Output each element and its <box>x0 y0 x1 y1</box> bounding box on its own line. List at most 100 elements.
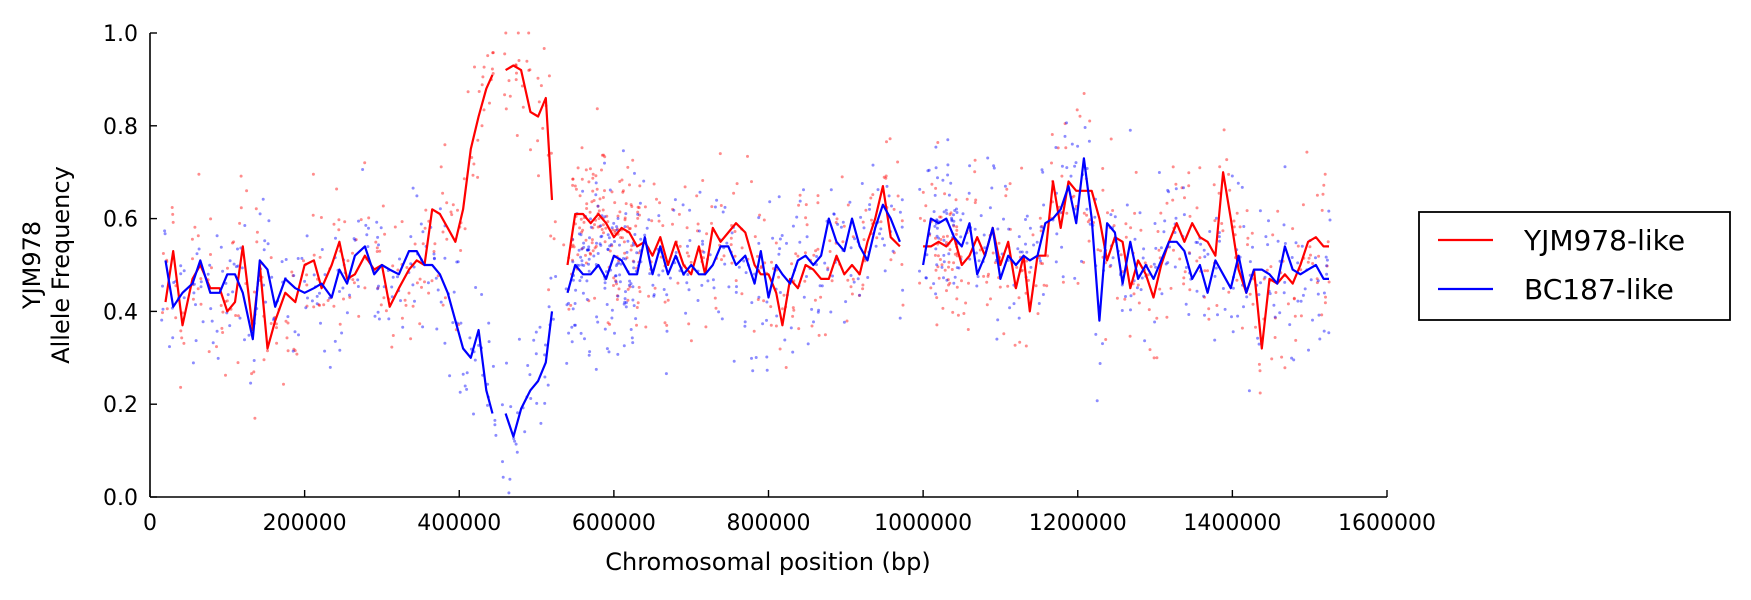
scatter-point <box>1096 248 1100 252</box>
scatter-point <box>1074 161 1078 165</box>
scatter-point <box>1060 164 1064 168</box>
scatter-point <box>615 294 619 298</box>
scatter-point <box>1245 209 1249 213</box>
scatter-point <box>634 317 638 321</box>
scatter-point <box>676 281 680 285</box>
scatter-point <box>1042 203 1046 207</box>
scatter-point <box>621 149 625 153</box>
scatter-point <box>882 243 886 247</box>
scatter-point <box>1323 301 1327 305</box>
scatter-point <box>364 223 368 227</box>
scatter-point <box>1085 167 1089 170</box>
scatter-point <box>714 306 718 310</box>
scatter-point <box>881 237 885 241</box>
scatter-point <box>491 364 495 368</box>
scatter-point <box>549 276 553 280</box>
scatter-point <box>585 279 589 283</box>
scatter-point <box>409 337 413 341</box>
scatter-point <box>1129 308 1132 312</box>
scatter-point <box>182 296 186 300</box>
scatter-point <box>797 203 801 207</box>
scatter-point <box>587 245 591 249</box>
scatter-point <box>312 253 316 257</box>
scatter-point <box>1323 172 1327 176</box>
scatter-point <box>396 275 399 279</box>
scatter-point <box>842 224 846 228</box>
scatter-point <box>285 336 289 340</box>
scatter-point <box>1003 184 1007 188</box>
scatter-point <box>1254 325 1257 329</box>
scatter-point <box>991 251 995 255</box>
scatter-point <box>1141 256 1145 260</box>
scatter-point <box>1148 348 1152 352</box>
scatter-point <box>263 239 267 243</box>
scatter-point <box>196 287 200 291</box>
scatter-point <box>632 243 636 247</box>
scatter-point <box>219 245 223 249</box>
scatter-point <box>934 166 938 170</box>
scatter-point <box>342 297 345 301</box>
scatter-point <box>216 356 220 360</box>
scatter-point <box>985 280 989 284</box>
scatter-point <box>525 59 529 63</box>
scatter-point <box>988 206 992 210</box>
scatter-point <box>567 301 570 305</box>
scatter-point <box>942 238 946 242</box>
scatter-point <box>989 297 992 301</box>
scatter-point <box>567 331 571 335</box>
scatter-point <box>832 212 836 216</box>
scatter-point <box>624 301 628 305</box>
scatter-point <box>603 155 607 159</box>
scatter-point <box>990 186 994 190</box>
scatter-point <box>1206 269 1209 273</box>
scatter-point <box>432 257 436 261</box>
scatter-point <box>715 198 719 202</box>
scatter-point <box>573 184 577 188</box>
scatter-point <box>700 283 704 287</box>
scatter-point <box>543 401 547 405</box>
scatter-point <box>418 322 422 326</box>
scatter-point <box>597 217 601 221</box>
scatter-point <box>946 163 950 167</box>
scatter-point <box>210 319 214 323</box>
scatter-point <box>759 266 763 270</box>
scatter-point <box>171 336 175 340</box>
scatter-point <box>375 220 379 224</box>
scatter-point <box>427 291 431 295</box>
scatter-point <box>1194 240 1198 244</box>
scatter-point <box>1164 262 1168 266</box>
scatter-point <box>411 283 415 287</box>
scatter-point <box>941 306 945 310</box>
scatter-point <box>613 274 617 278</box>
series-line-bc187-like <box>922 157 1329 322</box>
scatter-point <box>435 327 439 331</box>
scatter-point <box>662 288 666 291</box>
scatter-point <box>584 238 588 242</box>
scatter-point <box>1188 288 1192 292</box>
scatter-point <box>602 153 606 157</box>
scatter-point <box>616 352 620 356</box>
scatter-point <box>1050 161 1053 165</box>
scatter-point <box>599 224 603 228</box>
scatter-point <box>639 237 643 241</box>
scatter-point <box>1046 254 1050 258</box>
scatter-point <box>565 361 569 365</box>
scatter-point <box>228 324 232 328</box>
scatter-point <box>1269 265 1273 269</box>
scatter-point <box>1202 248 1206 252</box>
scatter-point <box>951 310 955 314</box>
scatter-point <box>304 306 308 310</box>
scatter-point <box>515 450 519 454</box>
scatter-point <box>474 286 478 289</box>
scatter-point <box>953 252 957 256</box>
scatter-point <box>516 411 520 415</box>
scatter-point <box>280 260 284 264</box>
scatter-point <box>671 222 674 226</box>
scatter-point <box>977 259 981 263</box>
scatter-point <box>612 276 616 280</box>
scatter-point <box>1314 256 1317 260</box>
scatter-point <box>947 193 951 197</box>
scatter-point <box>449 210 453 214</box>
scatter-point <box>616 217 620 220</box>
scatter-point <box>617 261 621 265</box>
